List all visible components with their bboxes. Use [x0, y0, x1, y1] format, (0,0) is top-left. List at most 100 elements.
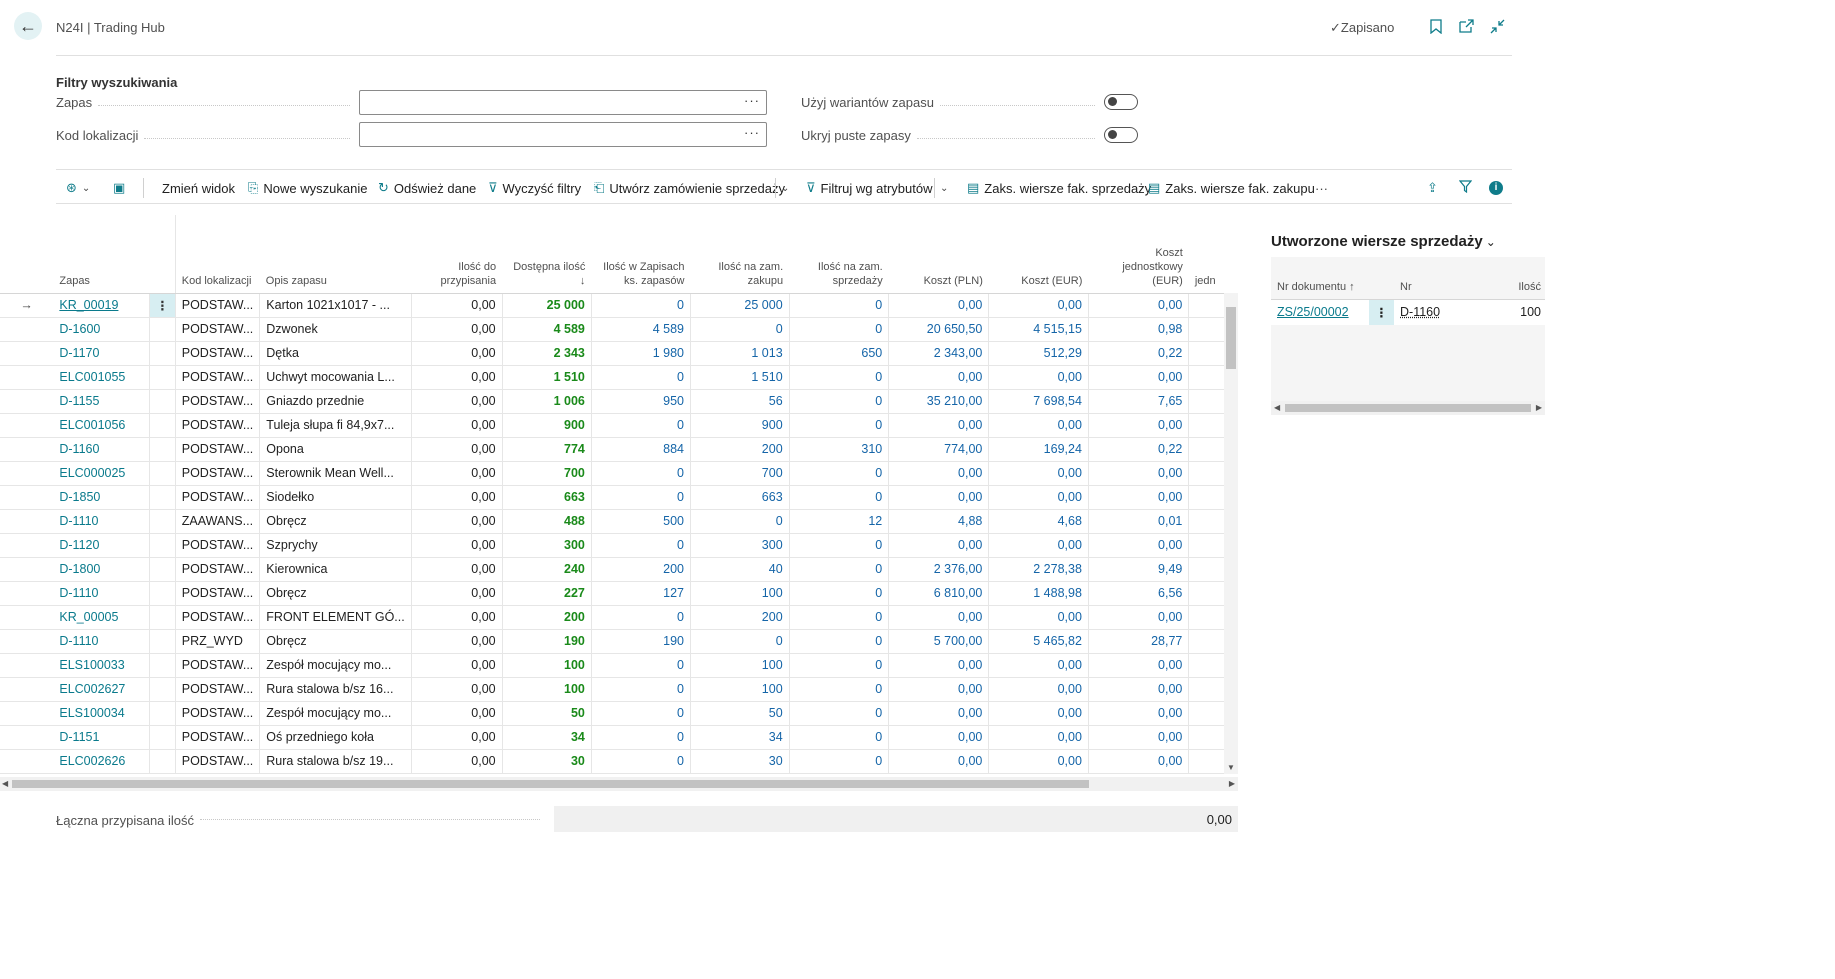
cell-cost-eur[interactable]: 0,00: [988, 533, 1089, 558]
scroll-left-icon[interactable]: ◀: [1274, 403, 1281, 412]
cell-in-book[interactable]: 950: [591, 389, 691, 414]
cell-in-book[interactable]: 0: [591, 677, 691, 702]
cell-in-book[interactable]: 884: [591, 437, 691, 462]
cell-cost-pln[interactable]: 35 210,00: [888, 389, 990, 414]
cell-unit-cost[interactable]: 0,00: [1088, 533, 1190, 558]
cell-stock[interactable]: ELS100033: [53, 653, 151, 678]
col-header-doc-no[interactable]: Nr dokumentu ↑: [1271, 277, 1369, 300]
row-selector[interactable]: [0, 509, 54, 534]
cell-cost-eur[interactable]: 0,00: [988, 461, 1089, 486]
cell-to-assign[interactable]: 0,00: [411, 317, 503, 342]
cell-on-purchase[interactable]: 0: [690, 509, 790, 534]
cell-on-sales[interactable]: 650: [789, 341, 890, 366]
created-sales-lines-title[interactable]: Utworzone wiersze sprzedaży ⌄: [1271, 233, 1496, 250]
row-selector[interactable]: [0, 461, 54, 486]
cell-on-purchase[interactable]: 0: [690, 317, 790, 342]
cell-stock[interactable]: ELS100034: [53, 701, 151, 726]
variants-toggle[interactable]: [1104, 94, 1138, 110]
cell-stock[interactable]: D-1170: [53, 341, 151, 366]
cell-cost-eur[interactable]: 0,00: [988, 701, 1089, 726]
cell-cost-pln[interactable]: 2 376,00: [888, 557, 990, 582]
clear-filters-button[interactable]: ⊽ Wyczyść filtry: [488, 178, 581, 198]
cell-to-assign[interactable]: 0,00: [411, 293, 503, 318]
table-row[interactable]: ELC002627 PODSTAW... Rura stalowa b/sz 16.…: [0, 677, 1238, 702]
cell-cost-pln[interactable]: 0,00: [888, 413, 990, 438]
cell-cost-pln[interactable]: 6 810,00: [888, 581, 990, 606]
table-row[interactable]: ELC000025 PODSTAW... Sterownik Mean Well..…: [0, 461, 1238, 486]
cell-to-assign[interactable]: 0,00: [411, 413, 503, 438]
cell-on-sales[interactable]: 0: [789, 629, 890, 654]
cell-to-assign[interactable]: 0,00: [411, 389, 503, 414]
layout-button[interactable]: ▣: [113, 178, 130, 198]
cell-to-assign[interactable]: 0,00: [411, 725, 503, 750]
col-header-cost-pln[interactable]: Koszt (PLN): [888, 215, 989, 294]
row-selector[interactable]: [0, 653, 54, 678]
row-actions-kebab-icon[interactable]: ⋮: [149, 293, 176, 318]
table-row[interactable]: ELC001055 PODSTAW... Uchwyt mocowania L...…: [0, 365, 1238, 390]
cell-on-purchase[interactable]: 700: [690, 461, 790, 486]
cell-stock[interactable]: KR_00005: [53, 605, 151, 630]
table-row[interactable]: ELC001056 PODSTAW... Tuleja słupa fi 84,9x…: [0, 413, 1238, 438]
row-selector[interactable]: [0, 533, 54, 558]
cell-stock[interactable]: ELC002626: [53, 749, 151, 774]
col-header-to-assign[interactable]: Ilość do przypisania: [411, 215, 503, 294]
cell-to-assign[interactable]: 0,00: [411, 437, 503, 462]
cell-in-book[interactable]: 127: [591, 581, 691, 606]
scroll-thumb[interactable]: [12, 780, 1089, 788]
cell-on-purchase[interactable]: 100: [690, 581, 790, 606]
cell-stock[interactable]: ELC001055: [53, 365, 151, 390]
change-view-button[interactable]: Zmień widok: [162, 178, 235, 198]
row-selector[interactable]: [0, 725, 54, 750]
cell-on-sales[interactable]: 0: [789, 413, 890, 438]
cell-on-purchase[interactable]: 50: [690, 701, 790, 726]
collapse-icon[interactable]: [1489, 19, 1505, 35]
table-row[interactable]: D-1600 PODSTAW... Dzwonek 0,00 4 589 4 589 0 0 2…: [0, 317, 1238, 342]
table-row[interactable]: ELC002626 PODSTAW... Rura stalowa b/sz 19.…: [0, 749, 1238, 774]
cell-cost-eur[interactable]: 2 278,38: [988, 557, 1089, 582]
scroll-right-icon[interactable]: ▶: [1228, 779, 1235, 788]
cell-on-sales[interactable]: 12: [789, 509, 890, 534]
table-row[interactable]: D-1170 PODSTAW... Dętka 0,00 2 343 1 980 1 013…: [0, 341, 1238, 366]
location-filter-input[interactable]: ···: [359, 122, 767, 147]
stock-filter-input[interactable]: ···: [359, 90, 767, 115]
cell-on-sales[interactable]: 0: [789, 701, 890, 726]
table-row[interactable]: ELS100033 PODSTAW... Zespół mocujący mo...…: [0, 653, 1238, 678]
cell-cost-eur[interactable]: 5 465,82: [988, 629, 1089, 654]
purchase-invoice-lines-button[interactable]: ▤ Zaks. wiersze fak. zakupu: [1148, 178, 1315, 198]
cell-in-book[interactable]: 0: [591, 293, 691, 318]
cell-on-purchase[interactable]: 200: [690, 437, 790, 462]
cell-stock[interactable]: KR_00019: [53, 293, 151, 318]
scroll-thumb[interactable]: [1226, 307, 1236, 369]
cell-to-assign[interactable]: 0,00: [411, 701, 503, 726]
cell-on-purchase[interactable]: 100: [690, 677, 790, 702]
cell-cost-pln[interactable]: 0,00: [888, 653, 990, 678]
cell-in-book[interactable]: 0: [591, 533, 691, 558]
cell-on-purchase[interactable]: 25 000: [690, 293, 790, 318]
table-row[interactable]: D-1110 PRZ_WYD Obręcz 0,00 190 190 0 0 5 700,00 5…: [0, 629, 1238, 654]
create-sales-order-button[interactable]: ⎗ Utwórz zamówienie sprzedaży: [594, 178, 785, 198]
cell-stock[interactable]: D-1110: [53, 581, 151, 606]
cell-unit-cost[interactable]: 0,22: [1088, 341, 1190, 366]
cell-cost-eur[interactable]: 0,00: [988, 605, 1089, 630]
table-row[interactable]: KR_00005 PODSTAW... FRONT ELEMENT GÓ... 0,0…: [0, 605, 1238, 630]
cell-in-book[interactable]: 4 589: [591, 317, 691, 342]
cell-unit-cost[interactable]: 0,00: [1088, 653, 1190, 678]
cell-on-purchase[interactable]: 663: [690, 485, 790, 510]
row-selector[interactable]: [0, 389, 54, 414]
cell-cost-pln[interactable]: 0,00: [888, 365, 990, 390]
cell-to-assign[interactable]: 0,00: [411, 749, 503, 774]
cell-on-purchase[interactable]: 0: [690, 629, 790, 654]
row-selector[interactable]: →: [0, 293, 54, 318]
cell-cost-pln[interactable]: 4,88: [888, 509, 990, 534]
cell-cost-eur[interactable]: 4,68: [988, 509, 1089, 534]
cell-stock[interactable]: D-1155: [53, 389, 151, 414]
col-header-extra[interactable]: jedn: [1188, 215, 1238, 294]
horizontal-scrollbar[interactable]: ◀ ▶: [0, 777, 1238, 791]
cell-on-purchase[interactable]: 1 013: [690, 341, 790, 366]
cell-to-assign[interactable]: 0,00: [411, 485, 503, 510]
cell-cost-eur[interactable]: 512,29: [988, 341, 1089, 366]
hide-empty-toggle[interactable]: [1104, 127, 1138, 143]
col-header-qty[interactable]: Ilość: [1511, 277, 1545, 300]
table-row[interactable]: ELS100034 PODSTAW... Zespół mocujący mo...…: [0, 701, 1238, 726]
cell-in-book[interactable]: 0: [591, 485, 691, 510]
